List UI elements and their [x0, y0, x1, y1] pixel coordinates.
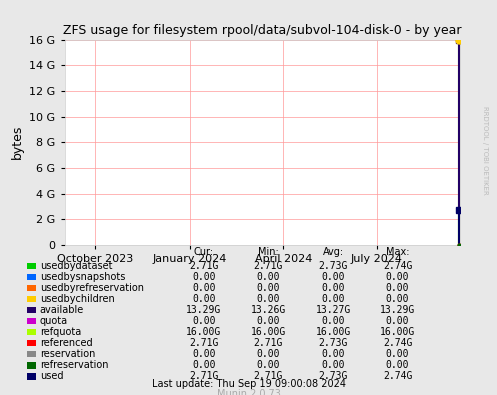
Text: 0.00: 0.00 [321, 360, 345, 371]
Text: 0.00: 0.00 [386, 316, 410, 326]
Text: 0.00: 0.00 [256, 360, 280, 371]
Text: 2.73G: 2.73G [318, 338, 348, 348]
Text: usedbyrefreservation: usedbyrefreservation [40, 283, 144, 293]
Text: 2.73G: 2.73G [318, 261, 348, 271]
Text: 0.00: 0.00 [192, 360, 216, 371]
Text: 0.00: 0.00 [256, 283, 280, 293]
Text: 2.73G: 2.73G [318, 371, 348, 382]
Text: 0.00: 0.00 [321, 272, 345, 282]
Text: 2.71G: 2.71G [189, 261, 219, 271]
Text: 0.00: 0.00 [321, 294, 345, 304]
Text: 2.71G: 2.71G [189, 338, 219, 348]
Text: usedbychildren: usedbychildren [40, 294, 114, 304]
Text: usedbydataset: usedbydataset [40, 261, 112, 271]
Text: 0.00: 0.00 [321, 283, 345, 293]
Text: 0.00: 0.00 [386, 283, 410, 293]
Text: available: available [40, 305, 84, 315]
Text: 2.71G: 2.71G [253, 338, 283, 348]
Text: 0.00: 0.00 [192, 316, 216, 326]
Text: 0.00: 0.00 [192, 349, 216, 359]
Text: 2.74G: 2.74G [383, 371, 413, 382]
Text: Munin 2.0.73: Munin 2.0.73 [217, 389, 280, 395]
Text: 0.00: 0.00 [386, 272, 410, 282]
Text: 16.00G: 16.00G [316, 327, 350, 337]
Text: 0.00: 0.00 [256, 316, 280, 326]
Text: 2.71G: 2.71G [253, 371, 283, 382]
Text: 13.27G: 13.27G [316, 305, 350, 315]
Text: 2.74G: 2.74G [383, 261, 413, 271]
Text: Last update: Thu Sep 19 09:00:08 2024: Last update: Thu Sep 19 09:00:08 2024 [152, 380, 345, 389]
Text: 16.00G: 16.00G [186, 327, 221, 337]
Text: 0.00: 0.00 [192, 272, 216, 282]
Text: Avg:: Avg: [323, 247, 343, 257]
Text: 13.29G: 13.29G [186, 305, 221, 315]
Text: RRDTOOL / TOBI OETIKER: RRDTOOL / TOBI OETIKER [482, 106, 488, 194]
Title: ZFS usage for filesystem rpool/data/subvol-104-disk-0 - by year: ZFS usage for filesystem rpool/data/subv… [63, 24, 461, 37]
Text: reservation: reservation [40, 349, 95, 359]
Text: 0.00: 0.00 [386, 360, 410, 371]
Text: 0.00: 0.00 [321, 316, 345, 326]
Text: 0.00: 0.00 [192, 283, 216, 293]
Text: referenced: referenced [40, 338, 92, 348]
Text: 0.00: 0.00 [256, 294, 280, 304]
Text: 0.00: 0.00 [256, 349, 280, 359]
Text: 13.29G: 13.29G [380, 305, 415, 315]
Text: 16.00G: 16.00G [380, 327, 415, 337]
Text: used: used [40, 371, 63, 382]
Text: 0.00: 0.00 [386, 349, 410, 359]
Text: usedbysnapshots: usedbysnapshots [40, 272, 125, 282]
Text: 2.74G: 2.74G [383, 338, 413, 348]
Text: Min:: Min: [258, 247, 279, 257]
Text: refquota: refquota [40, 327, 81, 337]
Text: 2.71G: 2.71G [253, 261, 283, 271]
Text: 0.00: 0.00 [256, 272, 280, 282]
Text: Max:: Max: [386, 247, 410, 257]
Text: 0.00: 0.00 [321, 349, 345, 359]
Text: 16.00G: 16.00G [251, 327, 286, 337]
Text: Cur:: Cur: [194, 247, 214, 257]
Text: 0.00: 0.00 [192, 294, 216, 304]
Text: 0.00: 0.00 [386, 294, 410, 304]
Text: 13.26G: 13.26G [251, 305, 286, 315]
Y-axis label: bytes: bytes [11, 125, 24, 160]
Text: 2.71G: 2.71G [189, 371, 219, 382]
Text: quota: quota [40, 316, 68, 326]
Text: refreservation: refreservation [40, 360, 108, 371]
